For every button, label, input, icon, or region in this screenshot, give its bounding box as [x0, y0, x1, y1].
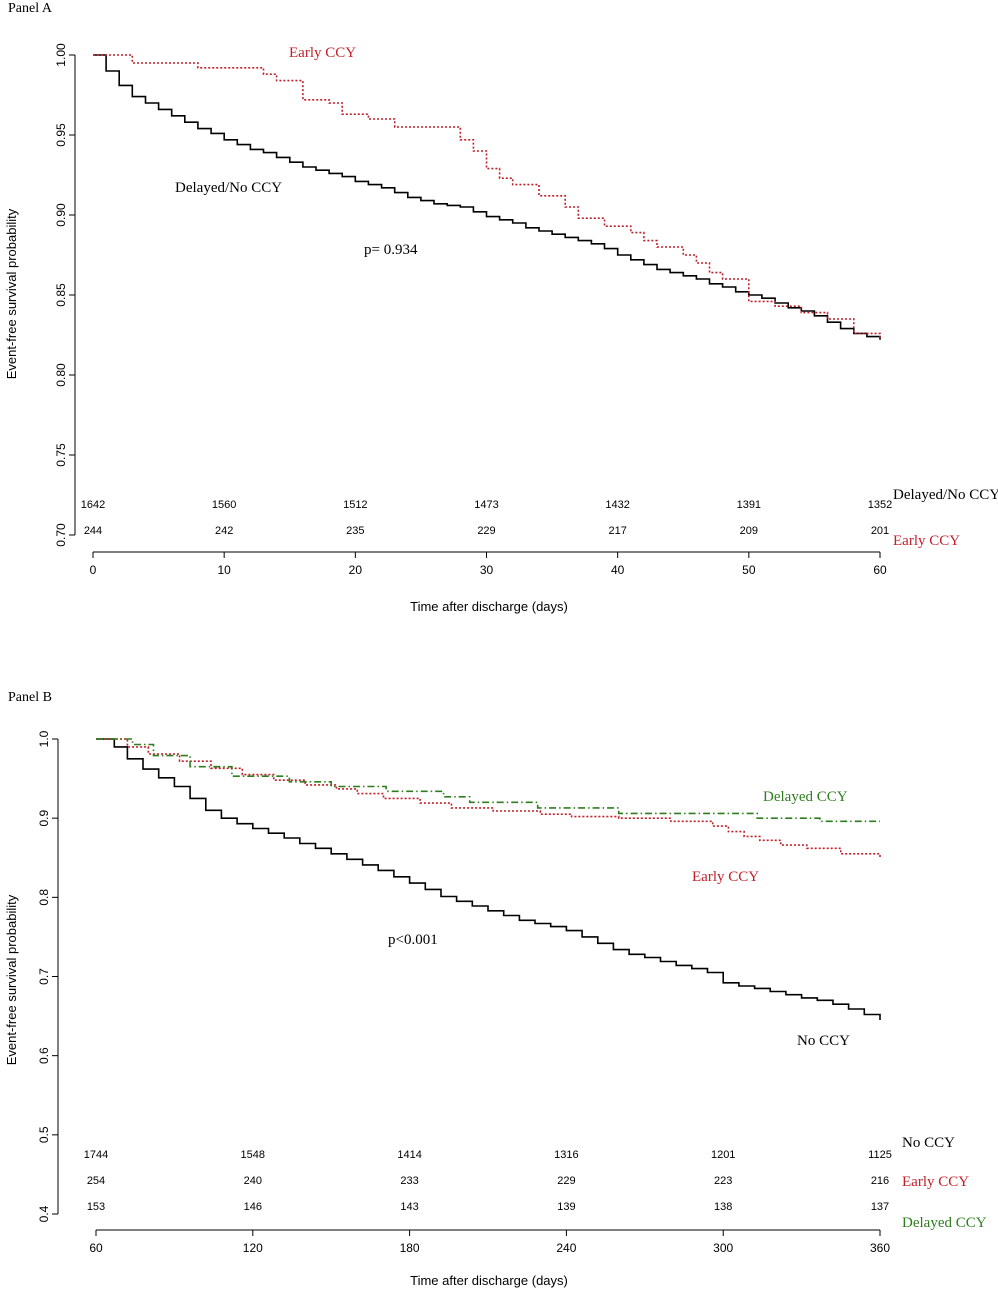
at-risk-count: 1473 [474, 499, 498, 511]
at-risk-count: 1642 [81, 499, 105, 511]
series-early-ccy-curve [96, 738, 881, 858]
series-delayed-ccy-curve [96, 738, 880, 823]
panel-a-atrisk-row-label-early-ccy: Early CCY [893, 533, 960, 549]
y-tick-label: 0.9 [37, 810, 51, 827]
at-risk-count: 254 [87, 1175, 105, 1187]
y-tick-label: 0.5 [37, 1126, 51, 1143]
at-risk-count: 1391 [737, 499, 761, 511]
x-tick-label: 20 [349, 563, 363, 577]
panel-b-x-axis-title: Time after discharge (days) [410, 1273, 568, 1288]
y-tick-label: 0.8 [37, 889, 51, 906]
series-early-ccy-curve [93, 54, 881, 339]
y-tick-label: 1.0 [37, 730, 51, 747]
at-risk-count: 1548 [241, 1149, 265, 1161]
y-tick-label: 0.4 [37, 1205, 51, 1222]
at-risk-count: 139 [557, 1201, 575, 1213]
at-risk-count: 223 [714, 1175, 732, 1187]
panel-a-y-axis-title: Event-free survival probability [4, 208, 19, 379]
panel-b-axes [52, 738, 881, 1236]
series-no-ccy-curve [96, 738, 881, 1020]
x-tick-label: 120 [243, 1241, 263, 1255]
series-delayed-no-ccy-curve [93, 54, 881, 340]
panel-a-axes [69, 54, 881, 558]
panel-b-atrisk-row-label-delayed-ccy: Delayed CCY [902, 1215, 987, 1231]
at-risk-count: 146 [244, 1201, 262, 1213]
at-risk-count: 229 [477, 525, 495, 537]
at-risk-count: 1125 [868, 1149, 892, 1161]
at-risk-count: 229 [557, 1175, 575, 1187]
panel-a-delayed-no-ccy-label: Delayed/No CCY [175, 180, 282, 196]
x-tick-label: 240 [556, 1241, 576, 1255]
y-tick-label: 0.80 [54, 363, 68, 387]
at-risk-count: 209 [740, 525, 758, 537]
at-risk-count: 240 [244, 1175, 262, 1187]
at-risk-count: 1512 [343, 499, 367, 511]
panel-a-atrisk-row-label-delayed-no-ccy: Delayed/No CCY [893, 487, 998, 503]
panel-b-atrisk-row-label-no-ccy: No CCY [902, 1135, 955, 1151]
x-tick-label: 360 [870, 1241, 890, 1255]
x-tick-label: 40 [611, 563, 625, 577]
at-risk-count: 216 [871, 1175, 889, 1187]
panel-b-no-ccy-label: No CCY [797, 1033, 850, 1049]
at-risk-count: 233 [400, 1175, 418, 1187]
y-tick-label: 0.70 [54, 523, 68, 547]
y-tick-label: 0.75 [54, 443, 68, 467]
x-tick-label: 30 [480, 563, 494, 577]
at-risk-count: 217 [608, 525, 626, 537]
panel-a-tick-labels: 0.70 0.75 0.80 0.85 0.90 0.95 1.00 0 10 20 30 40 50 6… [54, 43, 887, 577]
y-tick-label: 0.85 [54, 283, 68, 307]
at-risk-count: 138 [714, 1201, 732, 1213]
at-risk-count: 244 [84, 525, 102, 537]
at-risk-count: 201 [871, 525, 889, 537]
at-risk-count: 1201 [711, 1149, 735, 1161]
y-tick-label: 0.6 [37, 1047, 51, 1064]
x-tick-label: 180 [400, 1241, 420, 1255]
at-risk-count: 1414 [397, 1149, 421, 1161]
at-risk-count: 137 [871, 1201, 889, 1213]
panel-a-series [93, 54, 881, 340]
x-tick-label: 60 [873, 563, 887, 577]
panel-b-tick-labels: 0.4 0.5 0.6 0.7 0.8 0.9 1.0 60 120 180 240 300 360 [37, 730, 890, 1255]
at-risk-count: 143 [400, 1201, 418, 1213]
panel-a-label: Panel A [8, 1, 53, 16]
at-risk-count: 1560 [212, 499, 236, 511]
panel-b-series [96, 738, 881, 1020]
panel-b-label: Panel B [8, 690, 52, 705]
panel-a-x-axis-title: Time after discharge (days) [410, 599, 568, 614]
x-tick-label: 60 [89, 1241, 103, 1255]
x-tick-label: 10 [217, 563, 231, 577]
at-risk-count: 1744 [84, 1149, 108, 1161]
panel-a-early-ccy-label: Early CCY [289, 45, 356, 61]
at-risk-count: 1316 [554, 1149, 578, 1161]
at-risk-count: 1352 [868, 499, 892, 511]
x-tick-label: 0 [90, 563, 97, 577]
x-tick-label: 50 [742, 563, 756, 577]
panel-a-p-value: p= 0.934 [364, 242, 418, 258]
panel-b-p-value: p<0.001 [388, 932, 438, 948]
panel-b-y-axis-title: Event-free survival probability [4, 894, 19, 1065]
panel-b-atrisk-row-label-early-ccy: Early CCY [902, 1174, 969, 1190]
at-risk-count: 242 [215, 525, 233, 537]
y-tick-label: 1.00 [54, 43, 68, 67]
panel-b-delayed-ccy-label: Delayed CCY [763, 789, 848, 805]
panel-b-early-ccy-label: Early CCY [692, 869, 759, 885]
y-tick-label: 0.90 [54, 203, 68, 227]
y-tick-label: 0.7 [37, 968, 51, 985]
at-risk-count: 153 [87, 1201, 105, 1213]
panel-b-at-risk-table: 1744 1548 1414 1316 1201 1125 254 240 233 229 223 2… [84, 1149, 892, 1213]
at-risk-count: 1432 [605, 499, 629, 511]
x-tick-label: 300 [713, 1241, 733, 1255]
y-tick-label: 0.95 [54, 123, 68, 147]
panel-a-at-risk-table: 1642 1560 1512 1473 1432 1391 1352 244 242 235 229… [81, 499, 892, 537]
at-risk-count: 235 [346, 525, 364, 537]
